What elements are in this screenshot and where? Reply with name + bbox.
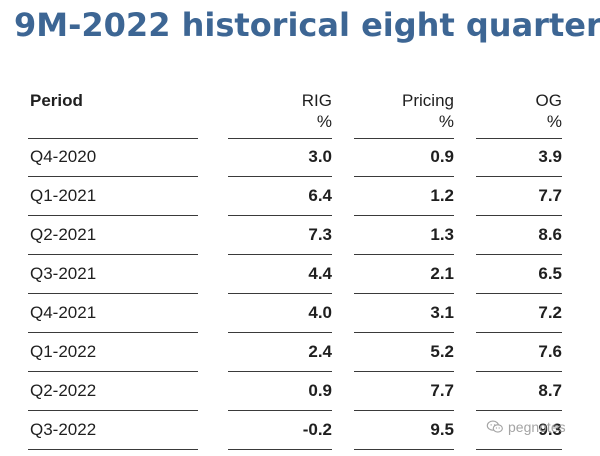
table-row: Q2-2021 7.3 1.3 8.6 — [28, 216, 564, 255]
cell-rig: 2.4 — [308, 342, 332, 361]
header-rig: RIG % — [228, 90, 332, 132]
row-divider — [354, 332, 454, 333]
cell-pricing: 9.5 — [430, 420, 454, 439]
cell-pricing: 2.1 — [430, 264, 454, 283]
cell-og: 8.7 — [538, 381, 562, 400]
table-row: Q1-2021 6.4 1.2 7.7 — [28, 177, 564, 216]
cell-period: Q1-2022 — [30, 342, 97, 361]
cell-rig: 0.9 — [308, 381, 332, 400]
cell-og: 6.5 — [538, 264, 562, 283]
cell-og: 7.2 — [538, 303, 562, 322]
quarters-table: Period RIG % Pricing % OG % Q4-2020 3.0 0.… — [28, 90, 564, 450]
row-divider — [28, 371, 198, 372]
cell-pricing: 3.1 — [430, 303, 454, 322]
cell-og: 9.3 — [538, 420, 562, 439]
wechat-icon — [486, 420, 503, 433]
row-divider — [28, 254, 198, 255]
cell-period: Q4-2021 — [30, 303, 97, 322]
cell-rig: 3.0 — [308, 147, 332, 166]
cell-pricing: 1.3 — [430, 225, 454, 244]
header-og: OG % — [476, 90, 562, 132]
cell-period: Q1-2021 — [30, 186, 97, 205]
row-divider — [228, 371, 332, 372]
cell-og: 7.7 — [538, 186, 562, 205]
row-divider — [28, 410, 198, 411]
row-divider — [28, 293, 198, 294]
row-divider — [476, 176, 562, 177]
row-divider — [228, 449, 332, 450]
row-divider — [28, 449, 198, 450]
cell-pricing: 0.9 — [430, 147, 454, 166]
row-divider — [476, 138, 562, 139]
row-divider — [228, 176, 332, 177]
table-row: Q4-2020 3.0 0.9 3.9 — [28, 138, 564, 177]
row-divider — [354, 254, 454, 255]
watermark: pegnotes — [486, 419, 566, 435]
cell-rig: -0.2 — [302, 420, 332, 439]
cell-pricing: 7.7 — [430, 381, 454, 400]
table-row: Q3-2022 -0.2 9.5 9.3 — [28, 411, 564, 450]
row-divider — [476, 410, 562, 411]
row-divider — [28, 138, 198, 139]
header-og-unit: % — [546, 112, 562, 131]
cell-rig: 7.3 — [308, 225, 332, 244]
row-divider — [228, 254, 332, 255]
cell-period: Q2-2021 — [30, 225, 97, 244]
row-divider — [228, 138, 332, 139]
cell-rig: 4.0 — [308, 303, 332, 322]
header-og-label: OG — [535, 91, 562, 110]
page-title: 9M-2022 historical eight quarters — [14, 6, 600, 44]
watermark-text: pegnotes — [508, 419, 566, 435]
cell-og: 8.6 — [538, 225, 562, 244]
row-divider — [28, 215, 198, 216]
header-rig-unit: % — [316, 112, 332, 131]
row-divider — [354, 293, 454, 294]
row-divider — [476, 332, 562, 333]
row-divider — [476, 293, 562, 294]
row-divider — [228, 410, 332, 411]
cell-pricing: 5.2 — [430, 342, 454, 361]
row-divider — [476, 371, 562, 372]
cell-og: 7.6 — [538, 342, 562, 361]
header-pricing-unit: % — [438, 112, 454, 131]
row-divider — [228, 332, 332, 333]
row-divider — [354, 176, 454, 177]
row-divider — [354, 449, 454, 450]
table-body: Q4-2020 3.0 0.9 3.9 Q1-2021 6.4 1.2 7.7 Q2-2021 7… — [28, 138, 564, 450]
row-divider — [28, 176, 198, 177]
row-divider — [228, 215, 332, 216]
row-divider — [354, 371, 454, 372]
table-row: Q4-2021 4.0 3.1 7.2 — [28, 294, 564, 333]
cell-period: Q4-2020 — [30, 147, 97, 166]
cell-rig: 6.4 — [308, 186, 332, 205]
row-divider — [228, 293, 332, 294]
table-row: Q3-2021 4.4 2.1 6.5 — [28, 255, 564, 294]
cell-pricing: 1.2 — [430, 186, 454, 205]
header-pricing-label: Pricing — [402, 91, 454, 110]
table-header: Period RIG % Pricing % OG % — [28, 90, 564, 138]
table-row: Q2-2022 0.9 7.7 8.7 — [28, 372, 564, 411]
row-divider — [476, 449, 562, 450]
row-divider — [476, 254, 562, 255]
cell-period: Q3-2022 — [30, 420, 97, 439]
header-rig-label: RIG — [301, 91, 332, 110]
header-pricing: Pricing % — [354, 90, 454, 132]
row-divider — [476, 215, 562, 216]
header-period: Period — [30, 91, 83, 110]
table-row: Q1-2022 2.4 5.2 7.6 — [28, 333, 564, 372]
cell-rig: 4.4 — [308, 264, 332, 283]
row-divider — [354, 138, 454, 139]
row-divider — [28, 332, 198, 333]
row-divider — [354, 215, 454, 216]
row-divider — [354, 410, 454, 411]
cell-og: 3.9 — [538, 147, 562, 166]
cell-period: Q2-2022 — [30, 381, 97, 400]
cell-period: Q3-2021 — [30, 264, 97, 283]
